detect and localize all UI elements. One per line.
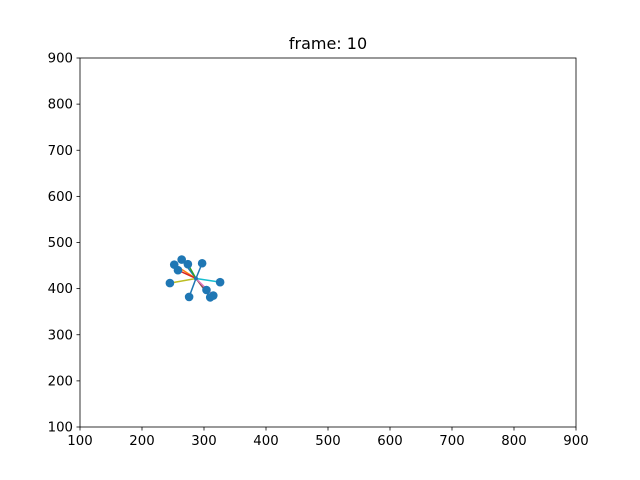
y-tick-label: 700 [48,144,73,159]
scatter-point [197,258,207,268]
x-tick-label: 600 [377,434,402,449]
x-tick-label: 500 [315,434,340,449]
scatter-point [177,255,186,264]
scatter-point [215,277,225,287]
scatter-point [183,259,193,269]
x-tick-label: 700 [439,434,464,449]
chart-title: frame: 10 [289,34,367,53]
scatter-point [173,265,183,275]
scatter-point [184,292,194,302]
scatter-point [165,278,175,288]
scatter-point [202,285,211,295]
y-tick-label: 100 [48,421,73,436]
plot-area [165,255,225,302]
x-tick-label: 900 [563,434,588,449]
center-point [193,276,198,281]
y-tick-label: 200 [48,374,73,389]
x-tick-label: 200 [129,434,154,449]
y-tick-label: 300 [48,328,73,343]
x-tick-label: 800 [501,434,526,449]
y-tick-label: 900 [48,52,73,67]
y-axis: 100 200 300 400 500 600 700 800 900 [48,52,80,436]
x-tick-label: 400 [253,434,278,449]
y-tick-label: 600 [48,190,73,205]
y-tick-label: 800 [48,98,73,113]
y-tick-label: 400 [48,282,73,297]
x-tick-label: 300 [191,434,216,449]
x-axis: 100 200 300 400 500 600 700 800 900 [67,427,589,449]
scatter-point [209,291,218,300]
x-tick-label: 100 [67,434,92,449]
y-tick-label: 500 [48,236,73,251]
link-line [169,277,197,284]
